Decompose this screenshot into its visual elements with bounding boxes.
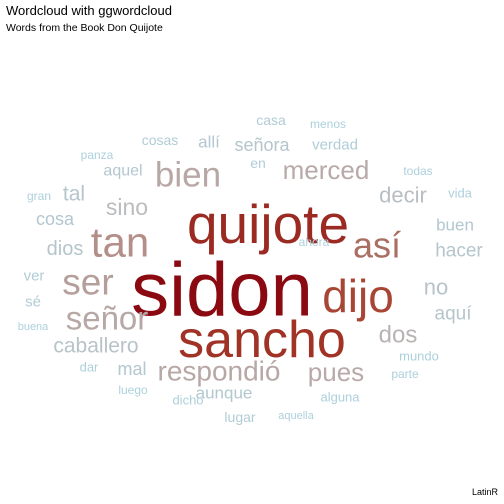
chart-subtitle: Words from the Book Don Quijote (6, 22, 163, 34)
word-mal: mal (117, 359, 146, 379)
word-cosas: cosas (142, 132, 179, 148)
chart-title: Wordcloud with ggwordcloud (6, 3, 172, 18)
word-merced: merced (283, 155, 370, 185)
word-aunque: aunque (196, 384, 253, 403)
word-no: no (424, 275, 448, 300)
word-lugar: lugar (224, 409, 255, 425)
word-vida: vida (448, 186, 473, 201)
word-señor: señor (66, 300, 149, 337)
word-dijo: dijo (322, 270, 394, 322)
word-mundo: mundo (399, 349, 439, 364)
word-bien: bien (155, 156, 221, 195)
word-ser: ser (62, 262, 113, 303)
word-pues: pues (308, 357, 364, 387)
word-ver: ver (24, 268, 45, 285)
word-respondió: respondió (158, 356, 281, 387)
word-sancho: sancho (178, 311, 346, 369)
word-aquí: aquí (435, 304, 473, 325)
word-caballero: caballero (53, 335, 138, 358)
word-sino: sino (106, 194, 148, 220)
word-sé: sé (25, 294, 41, 311)
word-tan: tan (91, 219, 149, 266)
word-quijote: quijote (187, 193, 349, 255)
word-cosa: cosa (36, 209, 75, 229)
word-verdad: verdad (312, 137, 358, 154)
word-aquella: aquella (278, 410, 314, 422)
word-dos: dos (379, 322, 418, 349)
word-menos: menos (310, 117, 346, 131)
word-dicho: dicho (172, 393, 203, 408)
chart-caption: LatinR (471, 487, 498, 497)
word-en: en (250, 155, 266, 171)
word-tal: tal (63, 183, 85, 206)
word-decir: decir (379, 183, 427, 208)
word-casa: casa (256, 112, 286, 128)
word-todas: todas (403, 164, 432, 178)
word-así: así (353, 225, 401, 266)
word-aquel: aquel (103, 163, 142, 180)
word-gran: gran (27, 189, 51, 203)
word-sidon: sidon (131, 248, 313, 333)
word-ahora: ahora (299, 235, 330, 249)
word-alguna: alguna (320, 390, 360, 405)
word-buena: buena (18, 321, 49, 333)
word-parte: parte (391, 367, 419, 381)
word-buen: buen (436, 216, 474, 235)
word-panza: panza (81, 148, 114, 162)
word-hacer: hacer (435, 241, 483, 262)
word-allí: allí (198, 133, 220, 152)
word-dar: dar (80, 360, 99, 375)
word-señora: señora (234, 135, 290, 155)
word-luego: luego (118, 383, 148, 397)
word-dios: dios (47, 238, 84, 260)
